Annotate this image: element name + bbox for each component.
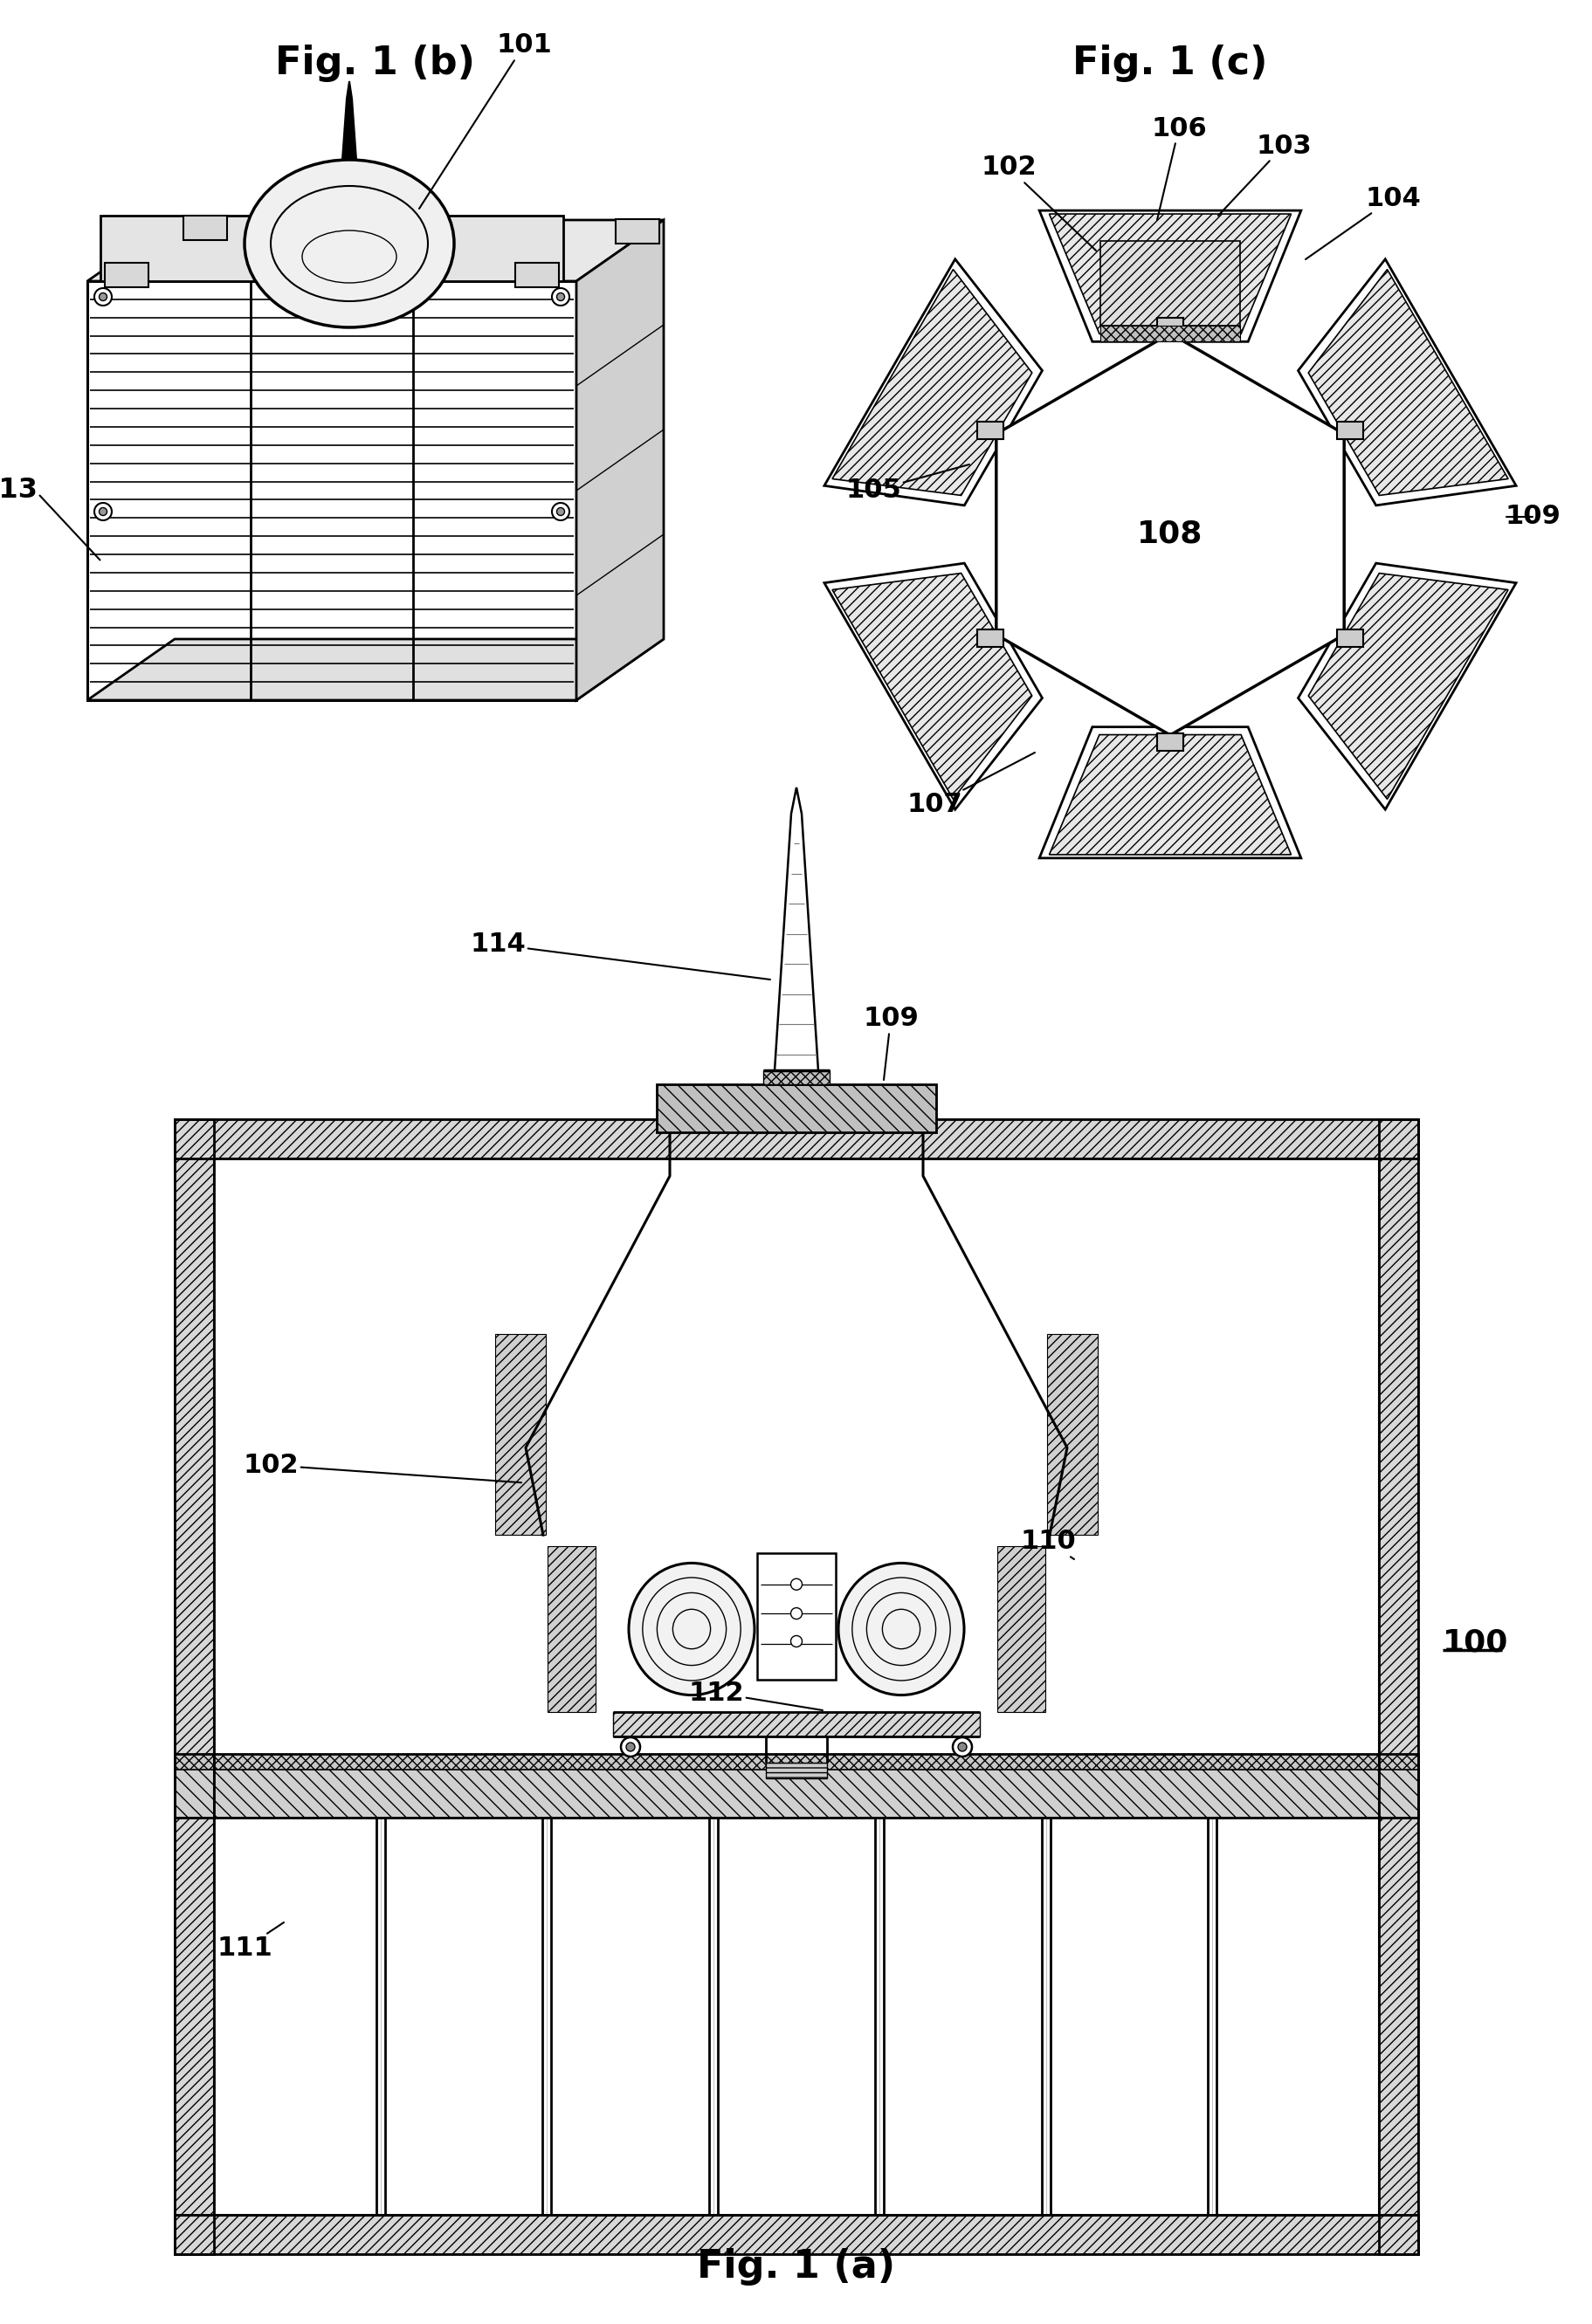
Ellipse shape	[790, 1578, 802, 1590]
Bar	[514, 263, 559, 288]
Ellipse shape	[621, 1738, 640, 1757]
Bar	[183, 216, 228, 239]
Text: 104: 104	[1305, 186, 1420, 260]
Text: 105: 105	[845, 465, 970, 504]
Text: Fig. 1 (a): Fig. 1 (a)	[697, 2250, 895, 2287]
Text: Fig. 1 (b): Fig. 1 (b)	[275, 44, 476, 81]
Bar	[175, 1120, 213, 2254]
Bar	[175, 1755, 1417, 1769]
Ellipse shape	[790, 1636, 802, 1648]
Bar	[976, 630, 1003, 646]
Text: 102: 102	[981, 156, 1095, 251]
Bar	[976, 421, 1003, 439]
Text: 109: 109	[1504, 504, 1560, 530]
Polygon shape	[88, 639, 664, 700]
Polygon shape	[1038, 727, 1301, 858]
Bar	[175, 1755, 1417, 1817]
Text: Fig. 1 (c): Fig. 1 (c)	[1071, 44, 1267, 81]
Bar	[88, 281, 576, 700]
Polygon shape	[1307, 574, 1508, 799]
Polygon shape	[88, 221, 664, 281]
Bar	[613, 1713, 979, 1736]
Ellipse shape	[626, 1743, 635, 1752]
Text: 108: 108	[1137, 521, 1202, 548]
Polygon shape	[823, 562, 1041, 809]
Bar	[175, 2215, 1417, 2254]
Ellipse shape	[245, 160, 454, 328]
Polygon shape	[831, 574, 1032, 799]
Text: 103: 103	[1218, 132, 1310, 216]
Bar	[1100, 325, 1240, 342]
Polygon shape	[1049, 734, 1291, 855]
Ellipse shape	[629, 1564, 755, 1694]
Bar	[175, 1120, 1417, 1157]
Bar	[548, 1545, 595, 1713]
Polygon shape	[342, 81, 357, 160]
Bar	[766, 1762, 826, 1778]
Polygon shape	[1049, 214, 1291, 335]
Bar	[105, 263, 148, 288]
Text: 101: 101	[419, 33, 551, 209]
Bar	[1046, 1334, 1097, 1534]
Bar	[616, 218, 659, 244]
Bar	[175, 1769, 1417, 1817]
Polygon shape	[1038, 211, 1301, 342]
Bar	[1336, 630, 1363, 646]
Bar	[1156, 318, 1183, 335]
Bar	[1379, 1120, 1417, 2254]
Polygon shape	[1297, 258, 1516, 504]
Polygon shape	[831, 270, 1032, 495]
Text: 109: 109	[863, 1006, 919, 1081]
Text: 110: 110	[1019, 1529, 1075, 1559]
Ellipse shape	[94, 502, 111, 521]
Bar	[100, 216, 564, 281]
Text: 112: 112	[688, 1680, 821, 1710]
Ellipse shape	[99, 293, 107, 300]
Bar	[763, 1071, 829, 1085]
Ellipse shape	[99, 507, 107, 516]
Bar	[997, 1545, 1044, 1713]
Text: 114: 114	[470, 932, 771, 978]
Polygon shape	[774, 788, 818, 1085]
Text: 100: 100	[1442, 1629, 1508, 1657]
Bar	[756, 1552, 836, 1680]
Bar	[656, 1085, 936, 1132]
Ellipse shape	[551, 502, 568, 521]
Polygon shape	[1307, 270, 1508, 495]
Polygon shape	[995, 335, 1344, 734]
Polygon shape	[823, 258, 1041, 504]
Ellipse shape	[957, 1743, 966, 1752]
Polygon shape	[576, 221, 664, 700]
Bar	[1336, 421, 1363, 439]
Text: 102: 102	[244, 1452, 521, 1483]
Bar	[175, 1120, 1417, 1157]
Bar	[175, 2215, 1417, 2254]
Ellipse shape	[790, 1608, 802, 1620]
Text: 107: 107	[906, 753, 1035, 818]
Bar	[1100, 242, 1240, 325]
Bar	[495, 1334, 546, 1534]
Text: 106: 106	[1151, 116, 1207, 221]
Bar	[213, 1157, 1379, 2215]
Ellipse shape	[551, 288, 568, 304]
Polygon shape	[1297, 562, 1516, 809]
Text: 113: 113	[0, 476, 38, 504]
Text: 111: 111	[217, 1922, 283, 1961]
Bar	[175, 1120, 213, 2254]
Ellipse shape	[557, 507, 564, 516]
Ellipse shape	[94, 288, 111, 304]
Ellipse shape	[557, 293, 564, 300]
Bar	[1156, 734, 1183, 751]
Bar	[656, 1085, 936, 1132]
Ellipse shape	[952, 1738, 971, 1757]
Bar	[1379, 1120, 1417, 2254]
Ellipse shape	[837, 1564, 963, 1694]
